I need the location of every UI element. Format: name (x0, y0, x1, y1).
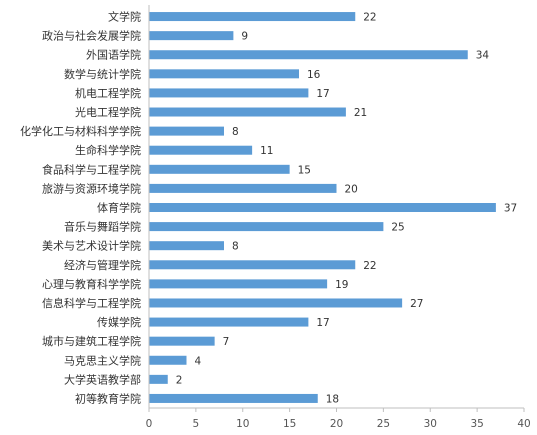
category-label: 文学院 (108, 10, 141, 24)
bar (149, 164, 290, 174)
category-label: 生命科学学院 (75, 143, 141, 157)
bar (149, 12, 356, 22)
category-label: 美术与艺术设计学院 (42, 239, 141, 253)
value-label: 21 (354, 107, 367, 119)
category-label: 外国语学院 (86, 48, 141, 62)
bar (149, 298, 403, 308)
category-label: 体育学院 (97, 201, 141, 215)
bar (149, 145, 253, 155)
value-label: 16 (307, 69, 321, 81)
bar (149, 183, 337, 193)
category-label: 数学与统计学院 (64, 67, 141, 81)
value-label: 27 (410, 298, 423, 310)
value-label: 18 (326, 393, 339, 405)
category-label: 心理与教育科学学院 (42, 277, 141, 291)
category-label: 音乐与舞蹈学院 (64, 220, 141, 234)
x-ticks-group: 0 5 10 15 20 25 30 35 40 (146, 408, 531, 430)
category-label: 马克思主义学院 (64, 353, 141, 367)
value-label: 15 (298, 164, 311, 176)
value-label: 8 (232, 241, 239, 253)
bar (149, 222, 384, 232)
category-label: 化学化工与材料科学学院 (20, 124, 141, 138)
x-tick-label: 25 (377, 418, 390, 430)
x-tick-label: 5 (193, 418, 200, 430)
value-label: 2 (176, 374, 183, 386)
bar (149, 355, 187, 365)
x-tick-label: 40 (517, 418, 530, 430)
category-label: 政治与社会发展学院 (42, 29, 141, 43)
value-label: 9 (241, 31, 248, 43)
category-label: 食品科学与工程学院 (42, 162, 141, 176)
value-label: 4 (195, 355, 202, 367)
bar (149, 393, 318, 403)
value-label: 25 (391, 222, 404, 234)
x-tick-label: 10 (236, 418, 249, 430)
bar (149, 126, 224, 136)
x-tick-label: 0 (146, 418, 153, 430)
value-label: 37 (504, 203, 517, 215)
value-label: 11 (260, 145, 273, 157)
value-label: 22 (363, 260, 376, 272)
x-tick-label: 35 (470, 418, 483, 430)
value-label: 8 (232, 126, 239, 138)
category-label: 信息科学与工程学院 (42, 296, 141, 310)
value-label: 19 (335, 279, 348, 291)
bar (149, 279, 328, 289)
bar (149, 260, 356, 270)
category-label: 机电工程学院 (75, 86, 141, 100)
bar (149, 374, 168, 384)
category-label: 城市与建筑工程学院 (42, 334, 141, 348)
bar (149, 69, 299, 79)
bar (149, 88, 309, 98)
value-label: 7 (223, 336, 230, 348)
bar (149, 107, 346, 117)
bar (149, 241, 224, 251)
category-label: 传媒学院 (97, 315, 141, 329)
x-tick-label: 15 (283, 418, 296, 430)
category-label: 经济与管理学院 (64, 258, 141, 272)
x-tick-label: 20 (330, 418, 343, 430)
value-label: 20 (345, 183, 358, 195)
value-label: 17 (316, 317, 329, 329)
value-label: 22 (363, 12, 376, 24)
value-label: 17 (316, 88, 329, 100)
category-label: 初等教育学院 (75, 391, 141, 405)
category-labels-group: 文学院政治与社会发展学院外国语学院数学与统计学院机电工程学院光电工程学院化学化工… (20, 10, 141, 406)
bar (149, 203, 496, 212)
bar (149, 31, 234, 41)
value-label: 34 (476, 50, 490, 62)
category-label: 大学英语教学部 (64, 372, 141, 386)
x-tick-label: 30 (424, 418, 437, 430)
bar (149, 336, 215, 346)
bars-group (149, 12, 496, 403)
bar (149, 50, 468, 60)
bar (149, 317, 309, 327)
category-label: 旅游与资源环境学院 (42, 181, 141, 195)
category-label: 光电工程学院 (75, 105, 141, 119)
